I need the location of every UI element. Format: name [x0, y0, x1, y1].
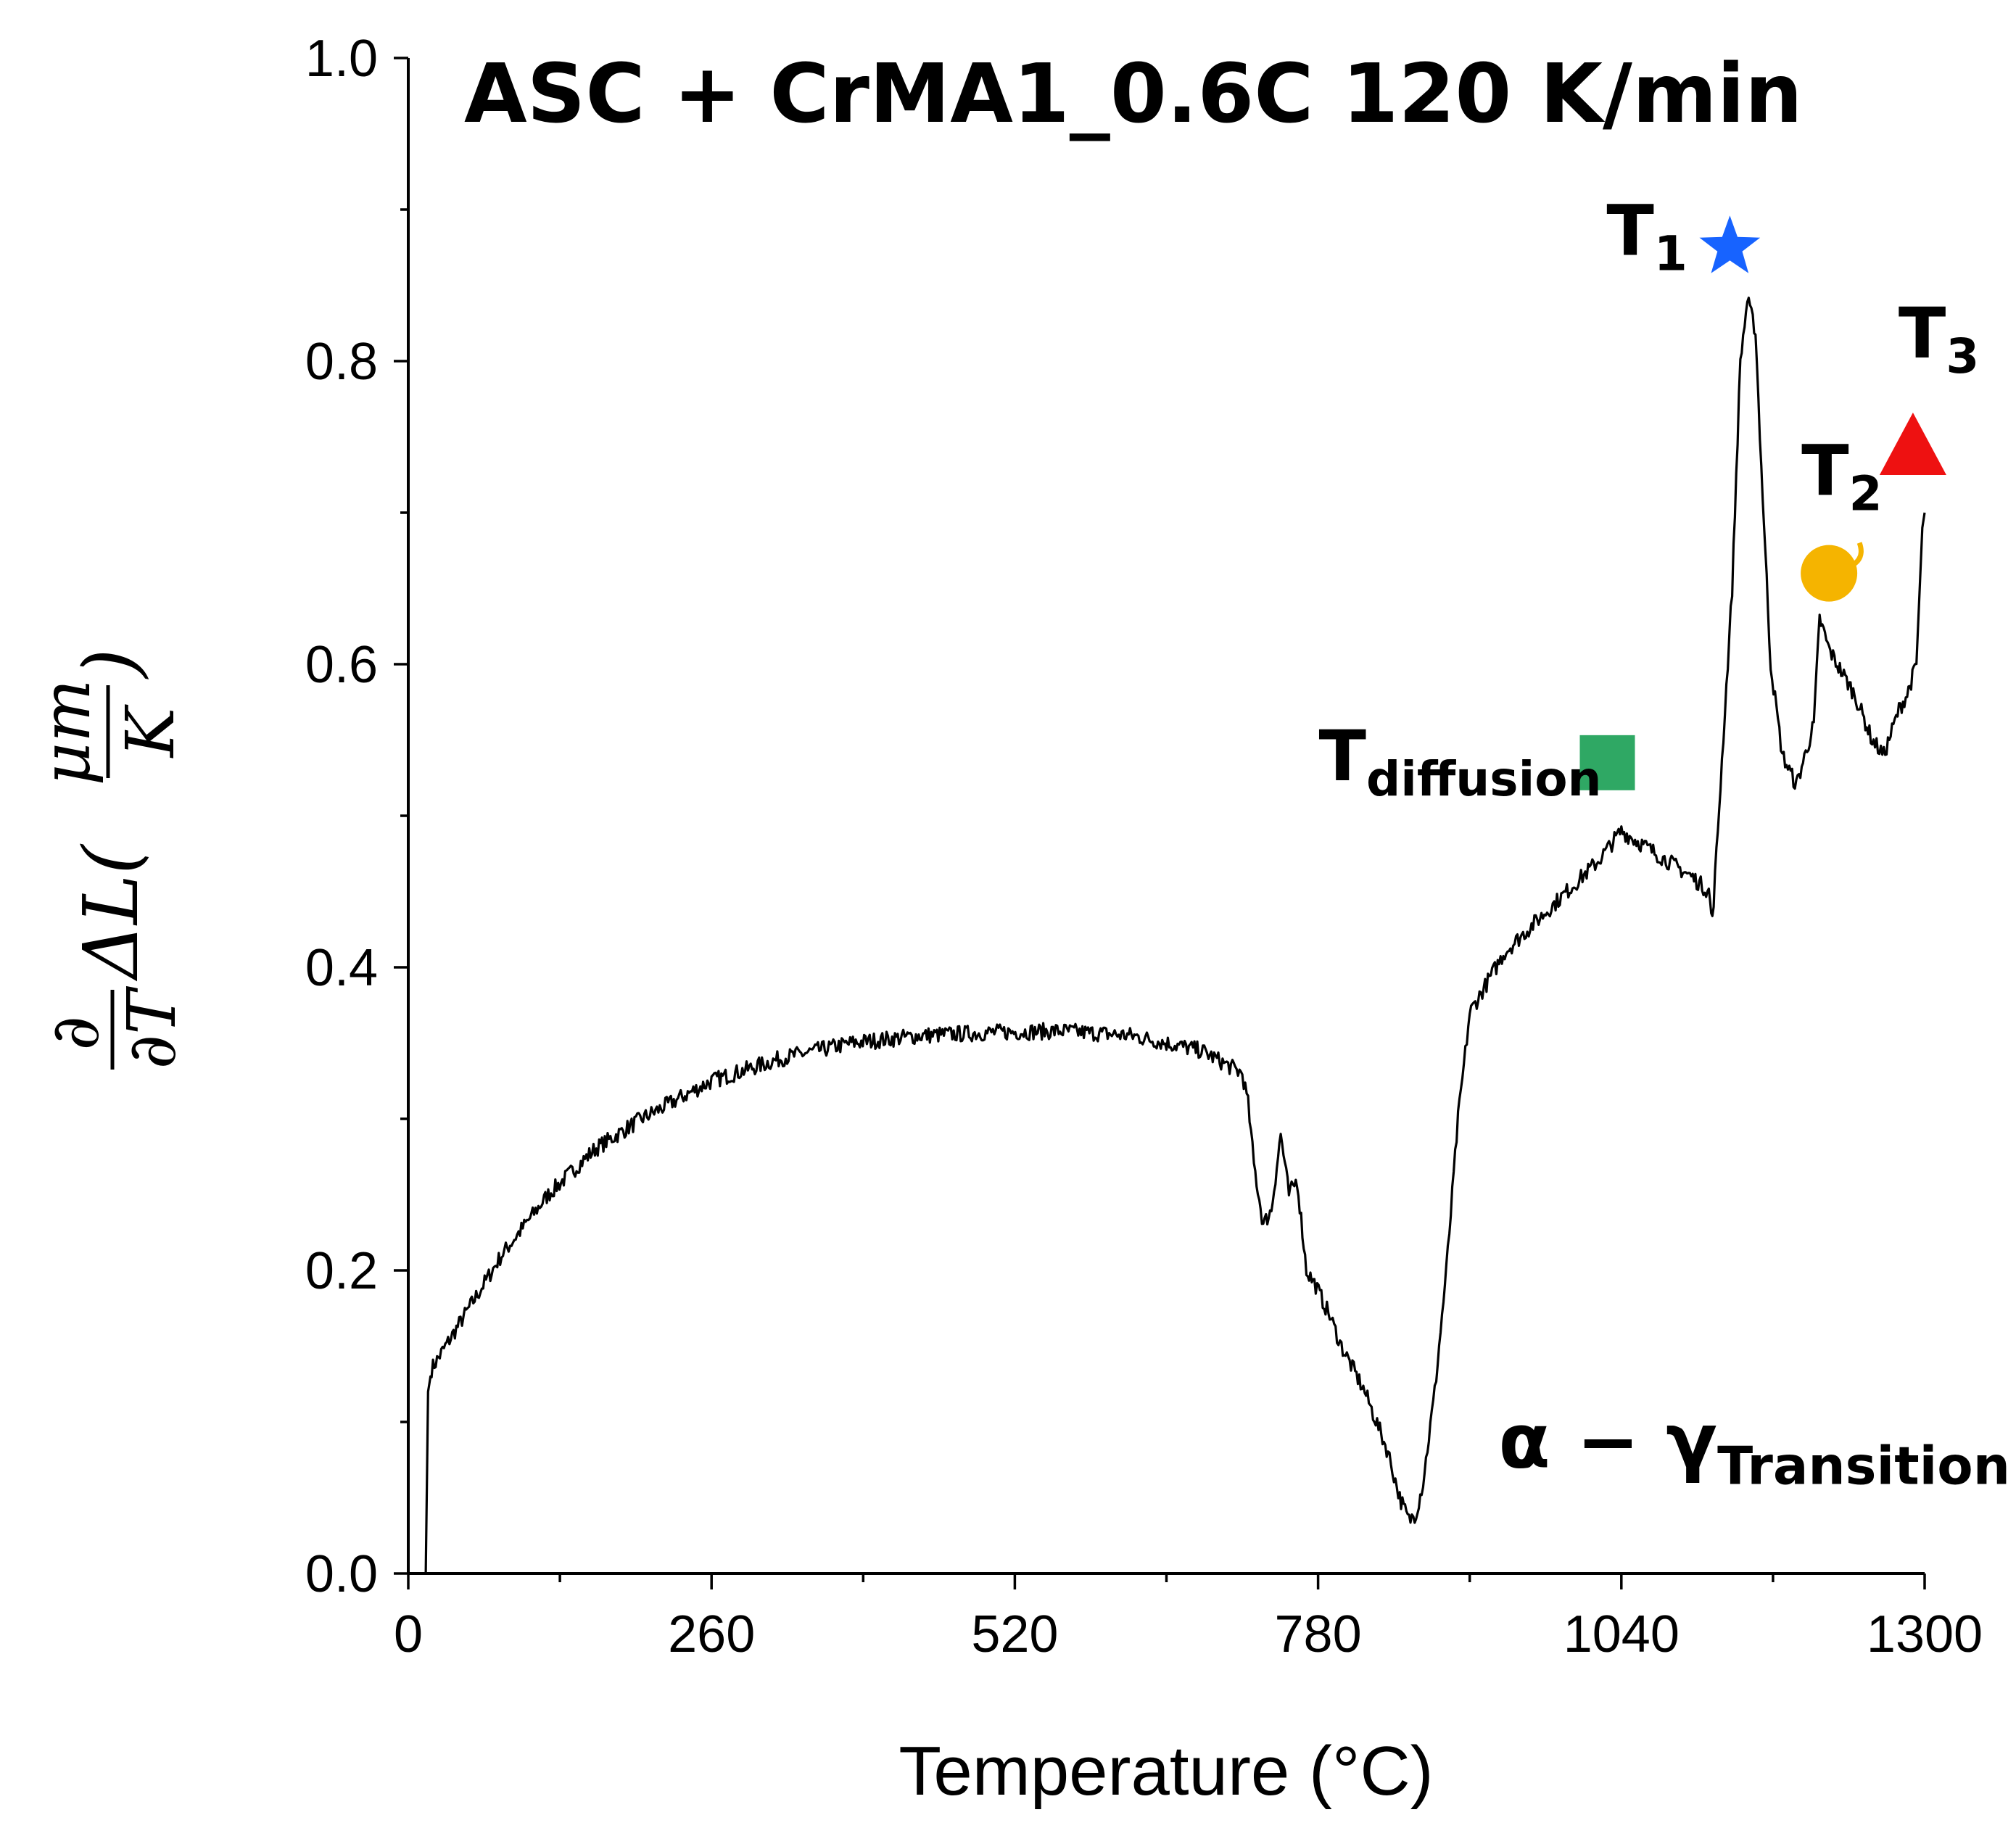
x-axis-title: Temperature (°C)	[898, 1732, 1433, 1810]
series-line-dl-dt	[424, 297, 1926, 1574]
y-tick-label: 1.0	[305, 30, 378, 88]
y-tick-label: 0.0	[305, 1545, 378, 1603]
x-tick-label: 1300	[1867, 1605, 1983, 1663]
square-marker-t-diffusion	[1579, 735, 1635, 790]
chart-title: ASC + CrMA1_0.6C 120 K/min	[464, 47, 1803, 141]
circle-marker-tail	[1849, 542, 1864, 568]
y-label-partial-t: ∂T	[113, 986, 191, 1070]
y-tick-label: 0.4	[305, 939, 378, 997]
annotation-label: T2	[1801, 431, 1882, 522]
y-label-partial: ∂	[36, 1016, 114, 1051]
annotation-label: α − γTransition	[1498, 1397, 2010, 1497]
annotation-label: T1	[1606, 190, 1687, 281]
y-tick-label: 0.8	[305, 333, 378, 391]
x-tick-label: 260	[668, 1605, 755, 1663]
annotation-label: Tdiffusion	[1318, 716, 1601, 807]
x-tick-label: 1040	[1563, 1605, 1680, 1663]
x-ticks: 0 260 520 780 1040 1300	[394, 1574, 1983, 1663]
y-axis-title: ∂ ∂T ΔL( μm K )	[28, 648, 191, 1070]
star-marker-t1	[1699, 215, 1761, 273]
y-tick-label: 0.2	[305, 1242, 378, 1300]
y-label-k: K	[112, 703, 189, 758]
y-ticks: 0.0 0.2 0.4 0.6 0.8 1.0	[305, 30, 408, 1603]
y-label-delta-l: ΔL(	[67, 843, 155, 982]
y-tick-label: 0.6	[305, 636, 378, 694]
x-tick-label: 0	[394, 1605, 423, 1663]
annotation-label: T3	[1899, 293, 1979, 384]
y-label-close-paren: )	[67, 648, 155, 679]
circle-marker-t2	[1801, 545, 1858, 602]
y-label-mu-m: μm	[28, 679, 105, 785]
x-tick-label: 520	[971, 1605, 1058, 1663]
x-tick-label: 780	[1275, 1605, 1362, 1663]
triangle-marker-t3	[1879, 412, 1946, 475]
